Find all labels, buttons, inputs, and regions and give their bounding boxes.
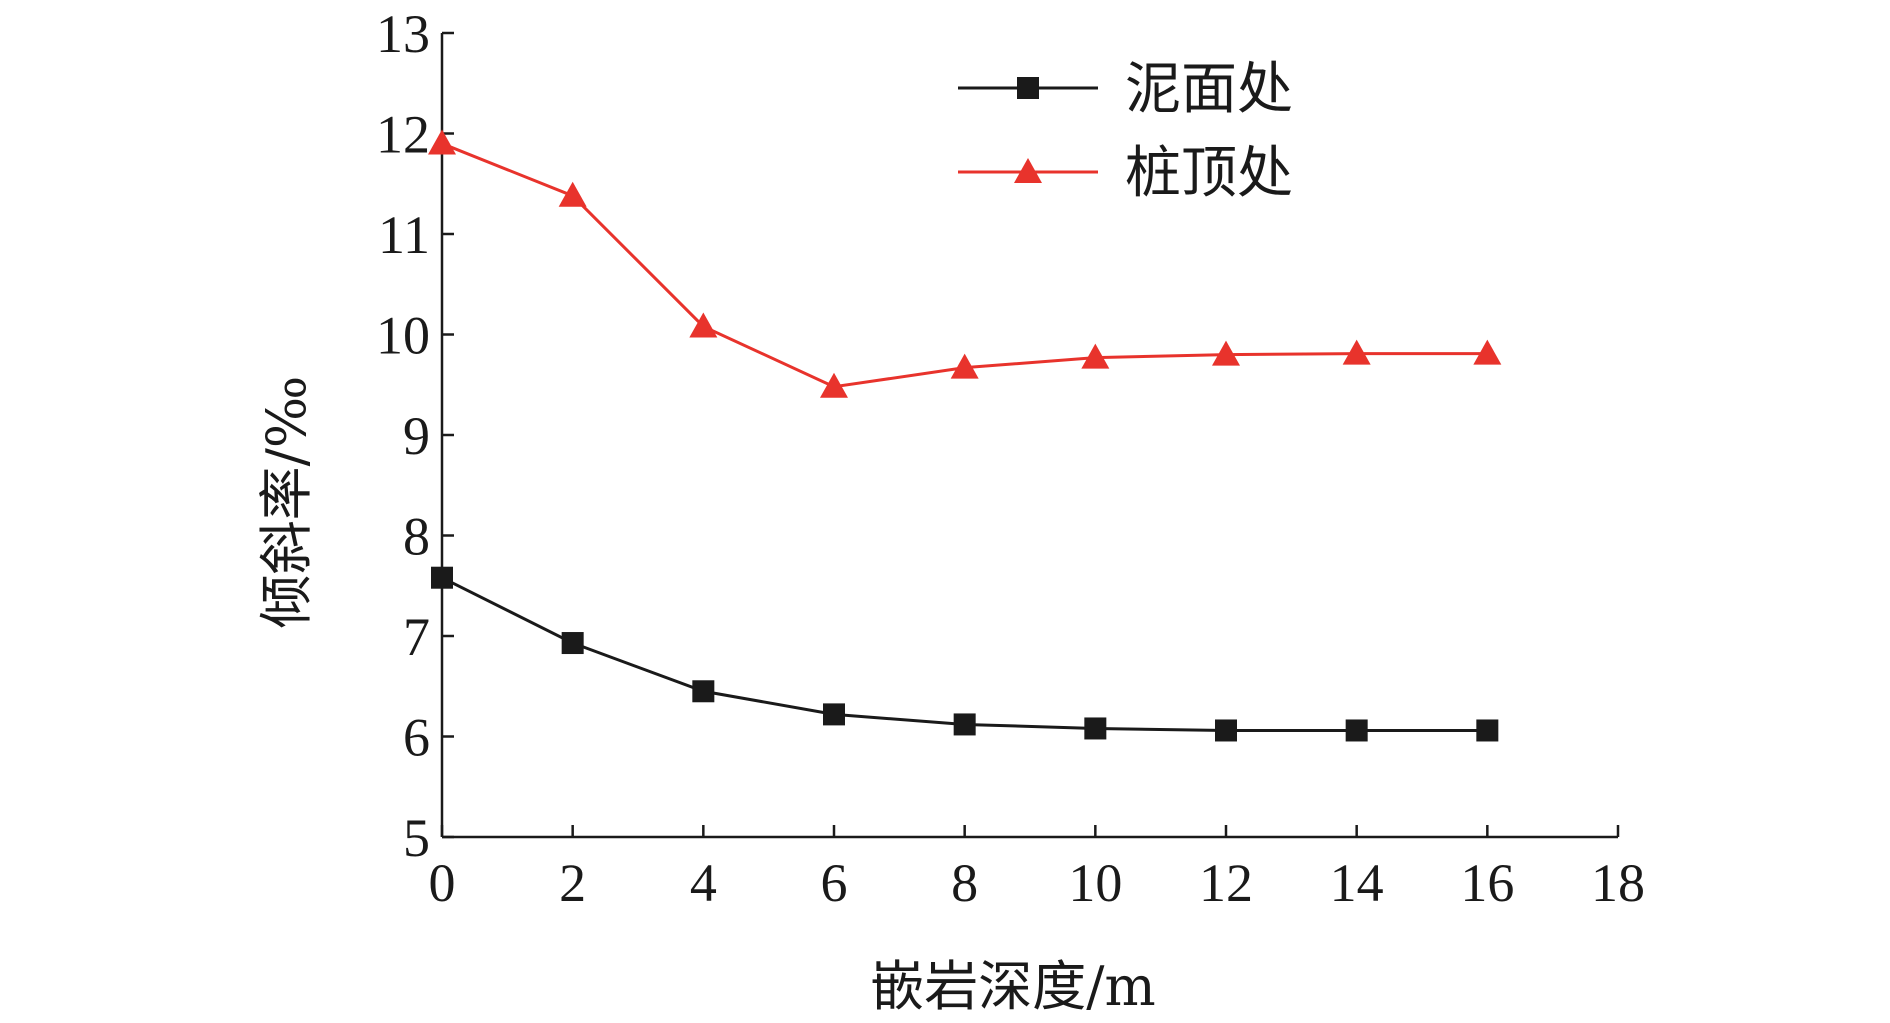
series-layer	[428, 129, 1502, 742]
data-point	[1342, 339, 1371, 365]
x-tick-label: 0	[429, 853, 456, 913]
x-tick-label: 4	[690, 853, 717, 913]
x-tick-label: 12	[1199, 853, 1253, 913]
x-tick-label: 18	[1591, 853, 1645, 913]
x-tick-label: 16	[1460, 853, 1514, 913]
data-point	[953, 713, 976, 736]
series-2	[428, 129, 1502, 398]
data-point	[1081, 343, 1110, 369]
data-point	[561, 632, 584, 655]
axes: 5 6 7 8 9 10 11 12 13 0 2 4 6 8 10 12 14 16 18	[376, 4, 1645, 913]
y-tick-label: 8	[403, 507, 430, 567]
data-point	[428, 129, 456, 155]
x-tick-label: 2	[559, 853, 586, 913]
y-tick-label: 7	[403, 607, 430, 667]
y-tick-label: 12	[376, 105, 430, 165]
data-point	[1345, 719, 1368, 742]
y-tick-label: 11	[378, 205, 430, 265]
data-point	[1084, 717, 1107, 740]
y-axis-title: 倾斜率/‰	[255, 376, 318, 629]
legend-marker	[1017, 77, 1039, 99]
x-tick-label: 10	[1068, 853, 1122, 913]
data-point	[431, 566, 453, 589]
x-tick-label: 8	[951, 853, 978, 913]
x-tick-label: 14	[1330, 853, 1384, 913]
data-point	[1212, 340, 1240, 366]
data-point	[950, 353, 979, 379]
data-point	[1473, 339, 1502, 365]
data-point	[1476, 719, 1499, 742]
x-tick-label: 6	[821, 853, 848, 913]
y-tick-label: 13	[376, 4, 430, 64]
y-tick-label: 6	[403, 708, 430, 768]
legend-label: 泥面处	[1125, 57, 1293, 122]
legend-entry: 桩顶处	[958, 141, 1293, 206]
legend-marker	[1014, 158, 1042, 183]
x-axis-title: 嵌岩深度/m	[870, 955, 1155, 1018]
series-line	[441, 576, 1488, 732]
y-tick-label: 10	[376, 306, 430, 366]
data-point	[823, 703, 845, 726]
legend-entry: 泥面处	[958, 57, 1293, 122]
data-point	[558, 181, 587, 207]
data-point	[1215, 719, 1237, 742]
data-point	[689, 312, 718, 338]
y-tick-label: 5	[403, 808, 430, 868]
series-line	[441, 142, 1488, 389]
series-1	[431, 566, 1499, 742]
legend-label: 桩顶处	[1125, 141, 1293, 206]
y-tick-label: 9	[403, 406, 430, 466]
data-point	[692, 680, 715, 703]
data-point	[820, 372, 848, 398]
